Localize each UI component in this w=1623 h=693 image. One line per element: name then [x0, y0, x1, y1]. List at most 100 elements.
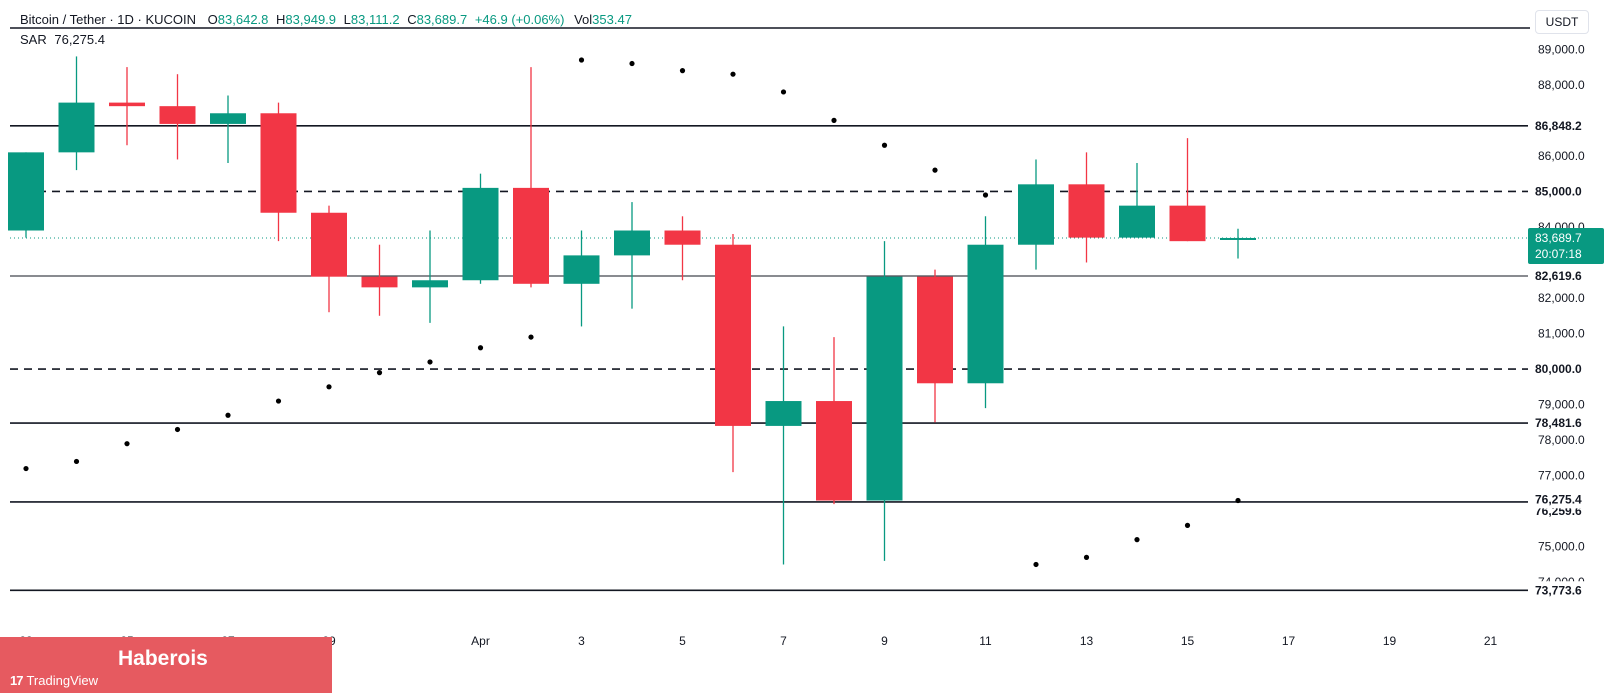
y-tick-label: 77,000.0 — [1538, 469, 1585, 483]
tradingview-label: TradingView — [26, 673, 99, 688]
level-price-label-bg — [1528, 266, 1604, 285]
candle-body[interactable] — [462, 187, 499, 281]
sar-point — [1235, 497, 1241, 504]
volume-label: Vol — [574, 12, 593, 27]
sar-legend[interactable]: SAR 76,275.4 — [20, 32, 105, 47]
sar-point — [629, 60, 635, 67]
sar-point — [528, 334, 534, 340]
y-tick-label: 82,000.0 — [1538, 291, 1585, 305]
x-tick-label: 13 — [1080, 634, 1094, 648]
candle-body[interactable] — [816, 401, 852, 501]
x-tick-label: 19 — [1383, 634, 1397, 648]
sar-price-label: 76,275.4 — [1535, 492, 1582, 506]
change-value: +46.9 (+0.06%) — [474, 12, 565, 27]
candle-body[interactable] — [614, 230, 650, 256]
sar-point — [679, 68, 686, 74]
level-price-label-bg — [1528, 360, 1604, 379]
sar-point — [1083, 554, 1090, 560]
sar-price-label-bg — [1528, 490, 1604, 509]
x-tick-label: 17 — [1282, 634, 1296, 648]
sar-point — [881, 142, 888, 148]
high-label: H — [276, 12, 286, 27]
candle-body[interactable] — [664, 230, 701, 245]
low-label: L — [343, 12, 351, 27]
sar-point — [1134, 537, 1140, 543]
symbol-title[interactable]: Bitcoin / Tether · 1D · KUCOIN — [20, 12, 197, 27]
candle-body[interactable] — [58, 102, 95, 153]
x-tick-label: 9 — [881, 634, 888, 648]
candle-body[interactable] — [765, 401, 802, 426]
candle-body[interactable] — [412, 280, 448, 288]
sar-point — [427, 359, 433, 365]
sar-point — [1184, 522, 1191, 528]
candle-body[interactable] — [260, 113, 297, 213]
candle-body[interactable] — [1220, 237, 1256, 240]
candle-body[interactable] — [715, 244, 751, 426]
candle-body[interactable] — [361, 276, 398, 288]
level-price-label-bg — [1528, 581, 1604, 600]
close-label: C — [407, 12, 417, 27]
watermark-brand: Haberois — [118, 647, 208, 670]
x-tick-label: 5 — [679, 634, 686, 648]
candle-body[interactable] — [917, 276, 953, 384]
countdown-label: 20:07:18 — [1535, 247, 1582, 261]
y-tick-label: 79,000.0 — [1538, 398, 1585, 412]
candle-body[interactable] — [1068, 184, 1105, 238]
current-price-label: 83,689.7 — [1535, 231, 1582, 245]
candle-body[interactable] — [311, 212, 347, 277]
candle-body[interactable] — [967, 244, 1004, 384]
candle-body[interactable] — [8, 152, 44, 231]
level-price-label-bg — [1528, 116, 1604, 135]
candle-body[interactable] — [563, 255, 600, 284]
sar-point — [124, 441, 130, 447]
candle-body[interactable] — [1119, 205, 1155, 238]
level-price-label: 73,773.6 — [1535, 583, 1582, 597]
sar-point — [477, 345, 484, 351]
y-tick-label: 81,000.0 — [1538, 327, 1585, 341]
tradingview-logo[interactable]: 17 TradingView — [10, 673, 98, 688]
candle-body[interactable] — [210, 113, 246, 124]
y-tick-label: 78,000.0 — [1538, 433, 1585, 447]
candle-body[interactable] — [1018, 184, 1054, 245]
sar-point — [1033, 561, 1039, 568]
sar-point — [831, 117, 837, 123]
volume-value: 353.47 — [592, 12, 632, 27]
sar-point — [174, 426, 181, 433]
sar-label: SAR — [20, 32, 47, 47]
y-tick-label: 75,000.0 — [1538, 540, 1585, 554]
current-price-tag-bg — [1528, 227, 1604, 264]
open-value: 83,642.8 — [217, 12, 269, 27]
x-tick-label: 15 — [1181, 634, 1195, 648]
level-price-label-bg — [1528, 414, 1604, 433]
sar-value: 76,275.4 — [54, 32, 105, 47]
level-price-label: 80,000.0 — [1535, 362, 1582, 376]
x-tick-label: 21 — [1484, 634, 1498, 648]
level-price-label: 85,000.0 — [1535, 184, 1582, 198]
y-tick-label: 86,000.0 — [1538, 149, 1585, 163]
currency-button[interactable]: USDT — [1535, 10, 1589, 34]
sar-point — [780, 89, 787, 95]
candle-body[interactable] — [159, 106, 196, 124]
sar-point — [23, 465, 29, 472]
level-price-label: 82,619.6 — [1535, 269, 1582, 283]
tradingview-icon: 17 — [10, 673, 24, 688]
x-tick-label: 11 — [979, 634, 992, 648]
sar-point — [376, 370, 383, 376]
symbol-header: Bitcoin / Tether · 1D · KUCOIN O83,642.8… — [20, 12, 632, 27]
candle-body[interactable] — [513, 187, 549, 284]
sar-point — [326, 384, 332, 390]
sar-point — [932, 167, 938, 173]
candle-body[interactable] — [1169, 205, 1206, 242]
open-label: O — [207, 12, 218, 27]
sar-point — [982, 192, 989, 198]
x-tick-label: Apr — [471, 634, 490, 648]
high-value: 83,949.9 — [285, 12, 337, 27]
candle-body[interactable] — [866, 276, 903, 501]
sar-point — [730, 71, 736, 77]
watermark-banner: Haberois 17 TradingView — [0, 637, 332, 693]
x-tick-label: 3 — [578, 634, 585, 648]
y-tick-label: 88,000.0 — [1538, 78, 1585, 92]
sar-point — [225, 412, 231, 418]
candle-body[interactable] — [109, 102, 145, 107]
